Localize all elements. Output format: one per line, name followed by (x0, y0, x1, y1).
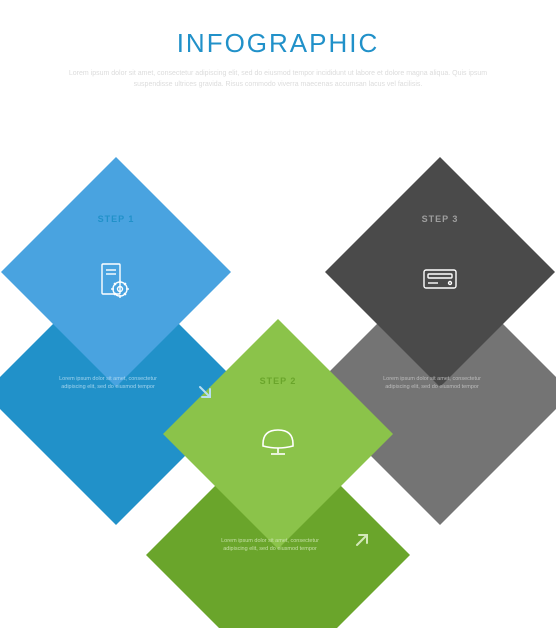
arrow-up-right-icon (355, 533, 371, 554)
step-label-text: Step 2 (260, 376, 297, 386)
step-label-1: Step 1 (66, 209, 166, 227)
page-title: Infographic (0, 28, 556, 59)
step-lorem-2: Lorem ipsum dolor sit amet, consectetur … (220, 537, 320, 554)
step-label-text: Step 1 (98, 214, 135, 224)
step-lorem-3: Lorem ipsum dolor sit amet, consectetur … (382, 375, 482, 392)
arrow-down-right-icon (198, 385, 214, 406)
step-label-3: Step 3 (390, 209, 490, 227)
step-lorem-1: Lorem ipsum dolor sit amet, consectetur … (58, 375, 158, 392)
subtitle-text: Lorem ipsum dolor sit amet, consectetur … (68, 69, 488, 90)
infographic-stage: Step 1 Lorem ipsum dolor sit amet, conse… (0, 178, 556, 598)
pc-case-gear-icon (98, 262, 134, 303)
monitor-icon (260, 424, 296, 465)
optical-drive-icon (422, 262, 458, 303)
step-label-2: Step 2 (228, 371, 328, 389)
step-label-text: Step 3 (422, 214, 459, 224)
